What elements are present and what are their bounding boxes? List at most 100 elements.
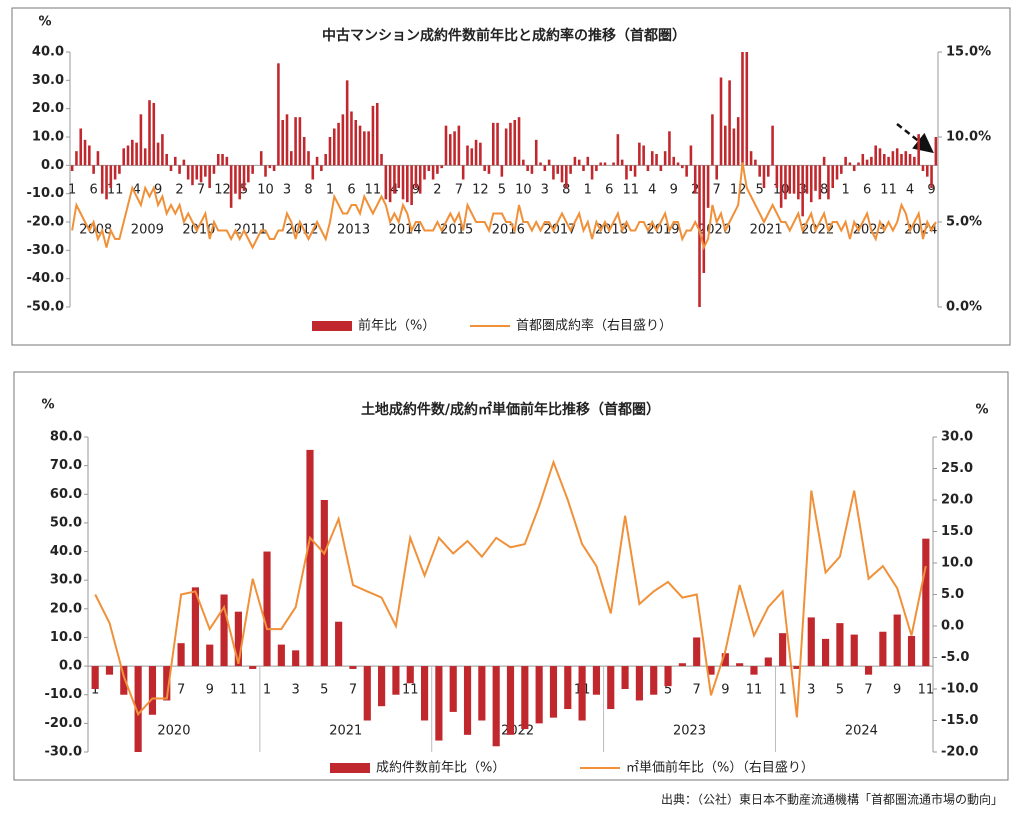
- y2-tick-label: -20.0: [941, 745, 978, 760]
- x-tick-label: 3: [292, 683, 300, 698]
- bar: [741, 52, 744, 166]
- bar: [586, 156, 590, 166]
- bar: [836, 623, 844, 667]
- bar: [917, 134, 920, 166]
- bar: [864, 666, 873, 675]
- bar: [371, 105, 375, 166]
- bar: [549, 666, 558, 718]
- bar: [161, 134, 164, 166]
- bar: [672, 156, 676, 166]
- x-tick-label: 5: [756, 183, 764, 198]
- year-label: 2024: [845, 724, 878, 739]
- bar: [375, 103, 379, 166]
- bar: [242, 165, 246, 191]
- x-tick-label: 5: [320, 683, 328, 698]
- y-tick-label: -50.0: [27, 300, 64, 315]
- bar: [509, 122, 512, 166]
- bar: [178, 165, 181, 174]
- bar: [79, 128, 83, 166]
- bar: [930, 165, 933, 188]
- bar: [118, 165, 121, 174]
- bar: [822, 638, 830, 667]
- x-tick-label: 7: [197, 183, 205, 198]
- year-label: 2014: [389, 223, 422, 238]
- bar: [678, 663, 686, 667]
- bar: [463, 666, 472, 735]
- bar: [457, 125, 461, 166]
- bar: [736, 663, 744, 667]
- bar: [874, 145, 877, 166]
- x-tick-label: 10: [515, 183, 532, 198]
- bar: [698, 165, 701, 307]
- bar: [165, 154, 168, 166]
- year-label: 2022: [801, 223, 834, 238]
- bar: [827, 165, 830, 200]
- bar: [607, 666, 615, 710]
- bar: [380, 154, 383, 166]
- bar: [573, 156, 577, 166]
- year-label: 2020: [157, 724, 190, 739]
- bar: [513, 120, 517, 166]
- bar: [857, 162, 860, 166]
- bar: [393, 165, 396, 194]
- bar: [629, 165, 633, 171]
- bar: [384, 165, 388, 200]
- bar: [332, 128, 336, 166]
- bar: [169, 165, 173, 171]
- bar: [105, 165, 108, 200]
- bar: [850, 634, 858, 667]
- legend-label: ㎡単価前年比（%）（右目盛り）: [626, 760, 814, 776]
- bar: [324, 154, 327, 166]
- y-tick-label: -20.0: [45, 716, 82, 731]
- bar: [277, 644, 285, 667]
- bar: [913, 156, 916, 166]
- bar: [470, 148, 474, 166]
- year-label: 2015: [440, 223, 473, 238]
- x-tick-label: 1: [584, 183, 592, 198]
- x-tick-label: 8: [304, 183, 312, 198]
- bar: [238, 165, 242, 200]
- y-tick-label: 20.0: [32, 101, 64, 116]
- bar: [335, 621, 343, 667]
- bar: [234, 165, 237, 194]
- bar: [208, 165, 211, 188]
- bar: [844, 156, 847, 166]
- bar: [134, 666, 142, 752]
- bar: [406, 666, 414, 684]
- bar: [595, 165, 598, 171]
- bar: [148, 666, 157, 715]
- legend-label: 首都圏成約率（右目盛り）: [516, 318, 672, 334]
- bar: [350, 111, 353, 166]
- bar: [599, 162, 602, 166]
- x-tick-label: 11: [107, 183, 124, 198]
- x-tick-label: 9: [670, 183, 678, 198]
- bar: [638, 142, 641, 166]
- bar: [900, 154, 903, 166]
- y2-tick-label: 5.0%: [946, 215, 982, 230]
- year-label: 2021: [329, 724, 362, 739]
- y-tick-label: -10.0: [27, 186, 64, 201]
- x-tick-label: 7: [455, 183, 463, 198]
- bar: [577, 159, 581, 166]
- bar: [822, 156, 826, 166]
- x-tick-label: 7: [177, 683, 185, 698]
- bar: [792, 165, 796, 194]
- bar: [195, 165, 199, 180]
- x-tick-label: 6: [863, 183, 871, 198]
- bar: [263, 551, 271, 667]
- x-tick-label: 11: [402, 683, 419, 698]
- bar: [449, 666, 457, 712]
- bar: [801, 165, 804, 217]
- bar: [436, 165, 439, 174]
- bar: [685, 165, 688, 177]
- bar: [320, 500, 328, 667]
- x-tick-label: 4: [132, 183, 140, 198]
- x-tick-label: 9: [893, 683, 901, 698]
- x-tick-label: 11: [622, 183, 639, 198]
- bar: [818, 165, 822, 200]
- bar: [616, 134, 620, 166]
- x-tick-label: 3: [283, 183, 291, 198]
- bar: [870, 156, 873, 166]
- bar: [320, 165, 323, 171]
- x-tick-label: 1: [778, 683, 786, 698]
